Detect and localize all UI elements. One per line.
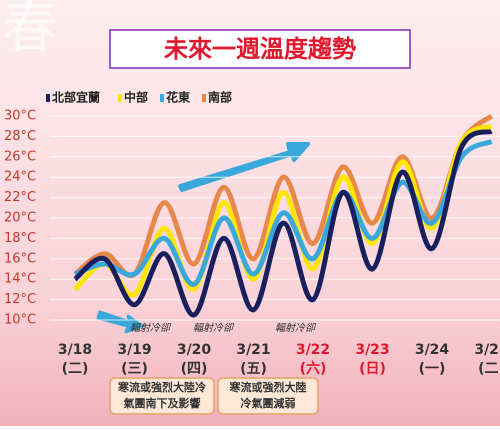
y-tick-label: 26°C [4,149,36,164]
note-box [109,377,215,415]
y-tick-label: 16°C [4,251,36,266]
watermark: 春 [2,0,58,61]
x-tick-weekday: (六) [300,360,327,377]
y-tick-label: 18°C [4,231,36,246]
y-tick-label: 24°C [4,170,36,185]
x-tick-weekday: (一) [419,361,446,377]
legend-swatch [202,94,206,102]
note-text: 氣團南下及影響 [124,396,201,410]
x-tick-weekday: (四) [181,361,208,377]
x-tick-label: 3/22 [296,342,330,358]
series-line [74,139,493,287]
note-text: 冷氣團減弱 [241,396,296,410]
y-tick-label: 30°C [4,109,36,124]
x-tick-label: 3/21 [236,342,270,358]
chart-title: 未來一週溫度趨勢 [164,35,356,63]
x-tick-weekday: (二) [478,361,500,377]
y-tick-label: 20°C [4,211,36,226]
legend-label: 花東 [166,90,190,105]
title-box [109,29,411,69]
legend-swatch [118,94,122,102]
y-tick-label: 14°C [4,272,36,287]
note-text: 寒流或強烈大陸 [229,380,307,394]
note-text: 寒流或強烈大陸冷 [117,380,206,394]
cold-arrow [96,310,144,334]
legend-label: 北部宜蘭 [52,90,100,105]
annotation: 輻射冷卻 [193,322,235,334]
annotation: 輻射冷卻 [130,322,172,334]
x-tick-label: 3/20 [177,342,212,358]
y-tick-label: 28°C [4,129,36,144]
y-tick-label: 22°C [4,190,36,205]
legend-label: 中部 [124,90,148,105]
plot: 10°C 12°C 14°C 16°C 18°C 20°C 22°C 24°C 26°C 28°C… [4,90,500,415]
note-box [217,377,319,415]
trend-arrow [178,142,310,192]
x-tick-label: 3/18 [58,342,92,358]
legend-label: 南部 [208,90,232,105]
x-tick-weekday: (五) [240,361,267,377]
series-line [73,128,493,318]
legend-swatch [160,94,164,102]
x-tick-weekday: (三) [121,361,148,377]
x-tick-weekday: (二) [62,361,89,377]
x-tick-label: 3/23 [355,342,389,358]
y-tick-label: 10°C [4,313,36,328]
x-tick-label: 3/25 [474,342,500,358]
legend-swatch [46,94,50,102]
x-tick-label: 3/19 [117,342,151,358]
y-tick-label: 12°C [4,292,36,307]
x-tick-label: 3/24 [415,342,450,358]
annotation: 輻射冷卻 [275,322,317,334]
x-tick-weekday: (日) [359,361,386,377]
